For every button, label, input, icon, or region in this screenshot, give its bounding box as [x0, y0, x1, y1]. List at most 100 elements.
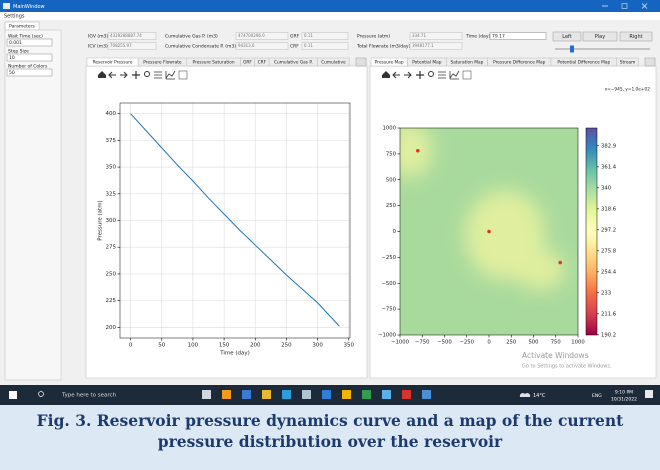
x-tick-label: 500	[528, 340, 539, 346]
taskbar-app[interactable]	[422, 390, 431, 399]
well-marker	[558, 261, 562, 265]
y-tick-label: 275	[106, 245, 117, 251]
menu-settings[interactable]: Settings	[4, 14, 25, 20]
stat-label: IGV (m3)	[88, 34, 108, 40]
plot-tab-label: Pressure Flowrate	[143, 60, 182, 66]
figure-caption: Fig. 3. Reservoir pressure dynamics curv…	[20, 410, 640, 452]
watermark-title: Activate Windows	[522, 351, 589, 360]
y-tick-label: −750	[381, 307, 396, 313]
x-tick-label: −750	[415, 340, 430, 346]
stat-label: Total Flowrate (m3/day)	[356, 44, 411, 50]
x-tick-label: −1000	[391, 340, 410, 346]
y-tick-label: 200	[106, 325, 117, 331]
stat-value: 94313.6	[238, 43, 255, 48]
plot-tab-label: Cumulative Gas P.	[274, 60, 313, 66]
plot-panel	[86, 66, 367, 378]
colorbar-tick-label: 382.9	[601, 143, 616, 149]
stat-value: 334.71	[412, 33, 426, 38]
plot-tab-label: Stream	[620, 60, 636, 66]
x-axis-label: Time (day)	[219, 351, 250, 357]
notifications[interactable]	[645, 390, 653, 398]
tab-scroll-button[interactable]	[356, 58, 366, 66]
x-tick-label: 150	[219, 343, 230, 349]
taskbar-app[interactable]	[362, 390, 371, 399]
colorbar-tick-label: 275.8	[601, 248, 617, 254]
start-button[interactable]	[9, 391, 17, 399]
well-marker	[416, 149, 420, 153]
parameter-value: 10	[9, 55, 15, 61]
x-tick-label: 250	[506, 340, 517, 346]
control-button-label: Left	[562, 34, 571, 40]
stat-value: 0.11	[304, 33, 313, 38]
plot-tab-label: Potential Map	[412, 60, 442, 66]
map-highlight	[515, 250, 565, 290]
stat-label: Cumulative Condensate P. (m3)	[165, 44, 236, 50]
x-tick-label: −250	[459, 340, 474, 346]
taskbar-app[interactable]	[262, 390, 271, 399]
y-tick-label: 325	[106, 191, 117, 197]
stat-value: 3948177.1	[412, 43, 434, 48]
y-tick-label: 350	[106, 165, 117, 171]
parameter-value: 0.001	[9, 40, 22, 46]
stat-label: ICV (m3)	[88, 44, 108, 50]
stat-value: 0.11	[304, 43, 313, 48]
x-tick-label: −500	[437, 340, 452, 346]
stat-value: 4329288887.74	[110, 33, 142, 38]
menu-bar	[0, 12, 660, 20]
clock-date: 10/31/2022	[611, 397, 637, 403]
parameter-value: 50	[9, 70, 15, 76]
taskbar-app[interactable]	[202, 390, 211, 399]
plot-tab-label: Saturation Map	[450, 60, 483, 66]
x-tick-label: 200	[250, 343, 261, 349]
colorbar-tick-label: 254.4	[601, 269, 617, 275]
y-tick-label: 500	[386, 177, 397, 183]
watermark-subtitle: Go to Settings to activate Windows.	[522, 364, 612, 370]
title-bar	[0, 0, 660, 12]
stat-value: 708255.97	[110, 43, 132, 48]
weather: 14°C	[533, 393, 546, 399]
time-slider-handle[interactable]	[570, 46, 574, 53]
stat-label: Cumulative Gas P. (m3)	[165, 34, 218, 40]
well-marker	[487, 230, 491, 234]
taskbar-app[interactable]	[342, 390, 351, 399]
colorbar-tick-label: 297.2	[601, 227, 616, 233]
plot-tab-label: Pressure Difference Map	[493, 60, 546, 66]
cursor-readout: x=−945, y=1.0e+02	[605, 87, 651, 93]
taskbar-app[interactable]	[282, 390, 291, 399]
y-tick-label: −500	[381, 281, 396, 287]
colorbar-tick-label: 318.6	[601, 206, 617, 212]
x-tick-label: 1000	[571, 340, 585, 346]
taskbar-app[interactable]	[382, 390, 391, 399]
colorbar	[586, 128, 597, 335]
y-tick-label: −1000	[378, 333, 397, 339]
plot-tab-label: Reservoir Pressure	[93, 60, 133, 66]
plot-tab-label: CRF	[258, 60, 267, 66]
plot-tab-label: Potential Difference Map	[557, 60, 610, 66]
y-tick-label: 300	[106, 218, 117, 224]
x-tick-label: 350	[344, 343, 355, 349]
x-tick-label: 0	[129, 343, 133, 349]
clock-time: 9:10 PM	[615, 390, 633, 396]
y-tick-label: 375	[106, 138, 117, 144]
colorbar-tick-label: 211.6	[601, 311, 617, 317]
taskbar-app[interactable]	[302, 390, 311, 399]
search-box[interactable]: Type here to search	[61, 393, 117, 399]
x-tick-label: 100	[188, 343, 199, 349]
taskbar-app[interactable]	[322, 390, 331, 399]
time-value: 79.17	[492, 34, 505, 40]
x-tick-label: 300	[312, 343, 323, 349]
control-button-label: Right	[629, 34, 642, 40]
taskbar-app[interactable]	[222, 390, 231, 399]
taskbar-app[interactable]	[242, 390, 251, 399]
tab-scroll-button[interactable]	[645, 58, 655, 66]
colorbar-tick-label: 233	[601, 290, 611, 296]
y-tick-label: −250	[381, 255, 396, 261]
stat-value: 474700296.0	[238, 33, 265, 38]
taskbar-app[interactable]	[402, 390, 411, 399]
control-button-label: Play	[595, 34, 605, 40]
y-tick-label: 1000	[383, 126, 397, 132]
stat-label: Pressure (atm)	[357, 34, 390, 40]
y-tick-label: 250	[106, 271, 117, 277]
parameters-tab-label: Parameters	[9, 24, 35, 30]
page: {"window": {"title": "MainWindow", "menu…	[0, 0, 660, 470]
